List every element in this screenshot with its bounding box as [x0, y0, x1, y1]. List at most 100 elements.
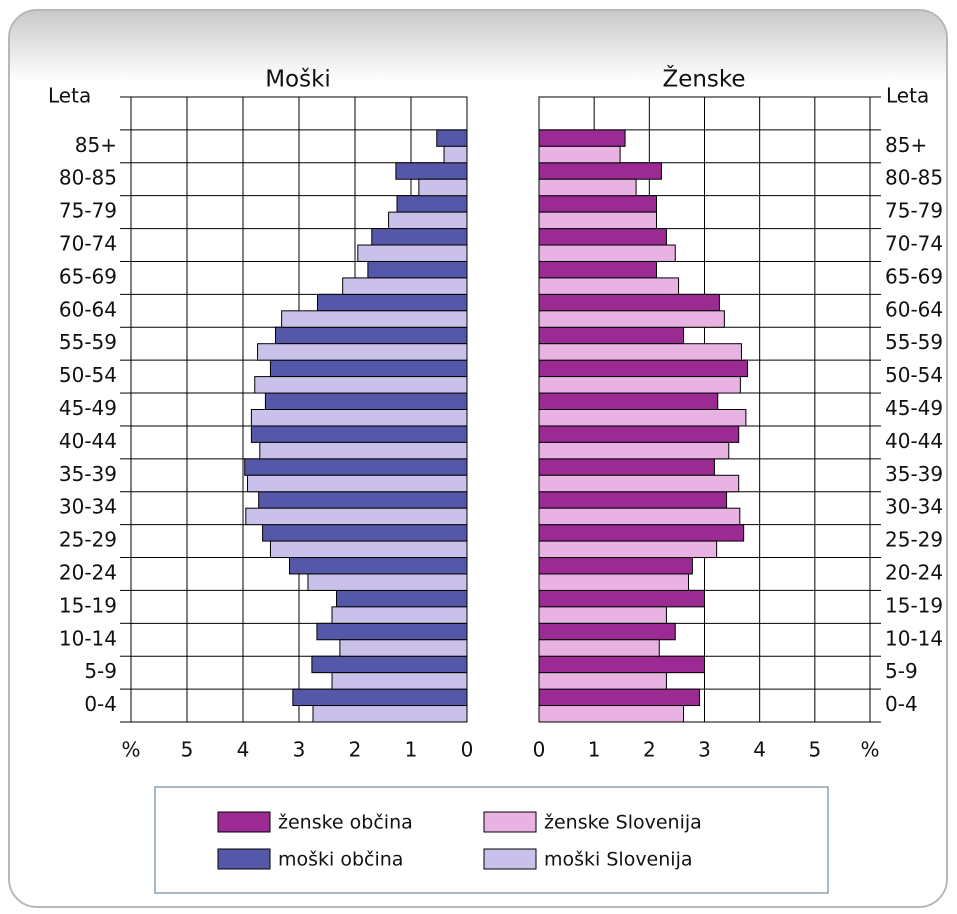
bar — [538, 672, 667, 690]
bar — [418, 178, 468, 197]
y-tick-label: 35-39 — [885, 462, 943, 486]
bar — [538, 688, 701, 707]
x-tick-label: 2 — [349, 738, 362, 762]
y-tick-label: 65-69 — [59, 264, 117, 288]
bar — [538, 507, 741, 526]
bar — [538, 293, 720, 312]
legend-label: moški občina — [278, 849, 403, 871]
bar — [538, 228, 667, 246]
bar — [538, 376, 741, 394]
bar — [274, 326, 468, 345]
y-tick-label: 0-4 — [84, 692, 117, 716]
y-tick-label: 40-44 — [885, 429, 943, 453]
x-tick-label: 4 — [753, 738, 766, 762]
bar — [538, 409, 747, 427]
x-tick-label: % — [860, 738, 879, 762]
right-title: Ženske — [662, 65, 745, 93]
bar — [262, 524, 468, 542]
bar — [259, 441, 468, 460]
bar — [269, 359, 468, 378]
y-tick-label: 0-4 — [885, 692, 918, 716]
bar — [312, 705, 468, 723]
bar — [538, 326, 685, 345]
y-tick-label: 60-64 — [885, 297, 943, 321]
y-tick-label: 80-85 — [59, 166, 117, 190]
bar — [538, 244, 676, 262]
bar — [538, 622, 676, 641]
y-tick-label: 15-19 — [59, 593, 117, 617]
bar — [288, 557, 468, 575]
bar — [250, 409, 468, 427]
bar — [395, 162, 468, 180]
left-title: Moški — [265, 67, 331, 93]
bar — [538, 491, 728, 509]
bar — [316, 622, 468, 641]
y-tick-label: 10-14 — [885, 626, 943, 650]
y-tick-label: 75-79 — [885, 199, 943, 223]
bar — [269, 540, 468, 559]
bar — [339, 639, 468, 657]
y-tick-label: 70-74 — [59, 232, 117, 256]
y-tick-label: 65-69 — [885, 264, 943, 288]
bar — [258, 491, 468, 509]
x-tick-label: % — [121, 738, 140, 762]
bar — [538, 441, 730, 460]
x-tick-label: 3 — [293, 738, 306, 762]
bar — [538, 343, 742, 361]
y-tick-label: 10-14 — [59, 626, 117, 650]
bar — [538, 359, 749, 378]
bar — [538, 540, 718, 559]
y-tick-label: 75-79 — [59, 199, 117, 223]
bar — [244, 458, 468, 476]
bar — [538, 606, 667, 624]
y-tick-label: 55-59 — [885, 330, 943, 354]
y-tick-label: 55-59 — [59, 330, 117, 354]
bar — [245, 507, 468, 526]
bar — [538, 458, 715, 476]
y-tick-label: 85+ — [885, 133, 927, 157]
x-tick-label: 5 — [808, 738, 821, 762]
legend-swatch — [217, 848, 271, 870]
bar — [538, 573, 690, 591]
bar — [254, 376, 468, 394]
legend-label: ženske občina — [278, 812, 413, 834]
bar — [257, 343, 468, 361]
bar — [311, 655, 468, 674]
legend-label: moški Slovenija — [544, 849, 693, 871]
bar — [316, 293, 468, 312]
bar — [538, 392, 719, 411]
bar — [357, 244, 468, 262]
bar — [246, 474, 468, 493]
bar — [281, 310, 468, 328]
bar — [443, 145, 468, 164]
bar — [250, 425, 468, 443]
x-tick-label: 4 — [237, 738, 250, 762]
legend-label: ženske Slovenija — [544, 812, 702, 834]
bar — [331, 606, 468, 624]
y-tick-label: 85+ — [75, 133, 117, 157]
y-tick-label: 20-24 — [59, 560, 117, 584]
bar — [388, 211, 468, 230]
x-tick-label: 0 — [533, 738, 546, 762]
bar — [538, 260, 658, 279]
bar — [367, 260, 468, 279]
bar — [342, 277, 468, 295]
y-tick-label: 5-9 — [84, 659, 117, 683]
y-tick-label: 25-29 — [59, 528, 117, 552]
y-tick-label: 30-34 — [59, 495, 117, 519]
y-label: Leta — [48, 84, 91, 108]
legend-swatch — [217, 811, 271, 833]
y-tick-label: 50-54 — [885, 363, 943, 387]
bar — [538, 425, 740, 443]
legend-swatch — [483, 811, 537, 833]
x-tick-label: 2 — [643, 738, 656, 762]
x-tick-label: 3 — [698, 738, 711, 762]
legend-swatch — [483, 848, 537, 870]
y-tick-label: 45-49 — [885, 396, 943, 420]
x-tick-label: 1 — [588, 738, 601, 762]
bar — [331, 672, 468, 690]
bar — [538, 162, 662, 180]
y-tick-label: 15-19 — [885, 593, 943, 617]
bar — [292, 688, 468, 707]
